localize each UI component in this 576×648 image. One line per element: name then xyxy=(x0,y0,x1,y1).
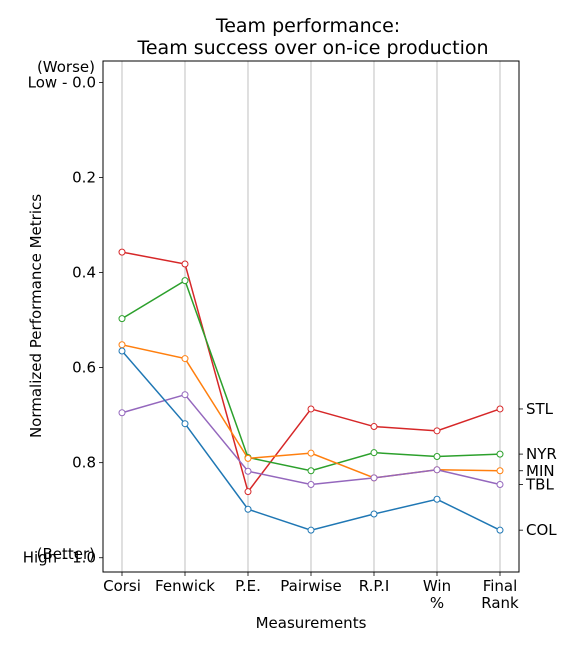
data-point-stl xyxy=(118,248,126,256)
y-axis-label: Normalized Performance Metrics xyxy=(27,194,45,438)
y-axis-ticks: Low - 0.0 0.2 0.4 0.6 0.8 High - 1.0 xyxy=(23,73,103,567)
y-tick-label: High - 1.0 xyxy=(23,549,96,567)
y-top-note: (Worse) xyxy=(37,58,95,76)
data-point-tbl xyxy=(244,467,252,475)
end-label-nyr: NYR xyxy=(526,445,557,463)
end-label-stl: STL xyxy=(526,400,554,418)
data-point-col xyxy=(244,505,252,513)
data-point-tbl xyxy=(181,391,189,399)
end-label-min: MIN xyxy=(526,462,555,480)
x-tick-label: % xyxy=(430,594,444,612)
data-point-min xyxy=(181,355,189,363)
data-point-nyr xyxy=(118,315,126,323)
data-point-min xyxy=(496,467,504,475)
x-axis-label: Measurements xyxy=(256,614,367,632)
data-point-tbl xyxy=(370,474,378,482)
data-point-min xyxy=(307,449,315,457)
x-tick-label: Win xyxy=(423,577,451,595)
x-tick-label: P.E. xyxy=(235,577,261,595)
data-point-col xyxy=(181,420,189,428)
x-tick-label: Corsi xyxy=(103,577,141,595)
y-tick-label: Low - 0.0 xyxy=(28,73,96,91)
data-point-col xyxy=(433,495,441,503)
y-tick-label: 0.8 xyxy=(72,454,96,472)
y-tick-label: 0.4 xyxy=(72,264,96,282)
data-point-tbl xyxy=(307,481,315,489)
data-point-nyr xyxy=(181,277,189,285)
x-tick-label: R.P.I xyxy=(359,577,390,595)
vertical-grid xyxy=(121,61,501,572)
data-point-stl xyxy=(181,260,189,268)
y-bottom-note: (Better) xyxy=(37,545,95,563)
data-point-min xyxy=(118,341,126,349)
x-tick-label: Fenwick xyxy=(155,577,215,595)
y-tick-label: 0.6 xyxy=(72,359,96,377)
data-point-nyr xyxy=(433,452,441,460)
data-point-tbl xyxy=(433,466,441,474)
data-point-nyr xyxy=(307,467,315,475)
data-point-nyr xyxy=(496,450,504,458)
data-point-col xyxy=(118,347,126,355)
data-point-stl xyxy=(496,405,504,413)
data-point-min xyxy=(244,454,252,462)
data-point-stl xyxy=(244,488,252,496)
end-label-col: COL xyxy=(526,521,557,539)
data-point-tbl xyxy=(118,409,126,417)
x-tick-label: Pairwise xyxy=(280,577,341,595)
end-label-tbl: TBL xyxy=(525,476,554,494)
data-point-tbl xyxy=(496,481,504,489)
data-point-stl xyxy=(433,427,441,435)
y-tick-label: 0.2 xyxy=(72,168,96,186)
data-point-nyr xyxy=(370,449,378,457)
series-lines xyxy=(118,248,504,534)
x-tick-label: Final xyxy=(483,577,518,595)
x-axis-ticks: Corsi Fenwick P.E. Pairwise R.P.I Win% FinalRa… xyxy=(103,572,519,612)
data-point-col xyxy=(307,526,315,534)
chart-title-line1: Team performance: xyxy=(215,15,400,37)
data-point-col xyxy=(496,526,504,534)
data-point-stl xyxy=(370,423,378,431)
data-point-stl xyxy=(307,405,315,413)
x-tick-label: Rank xyxy=(481,594,519,612)
data-point-col xyxy=(370,510,378,518)
chart-title-line2: Team success over on-ice production xyxy=(136,37,488,59)
